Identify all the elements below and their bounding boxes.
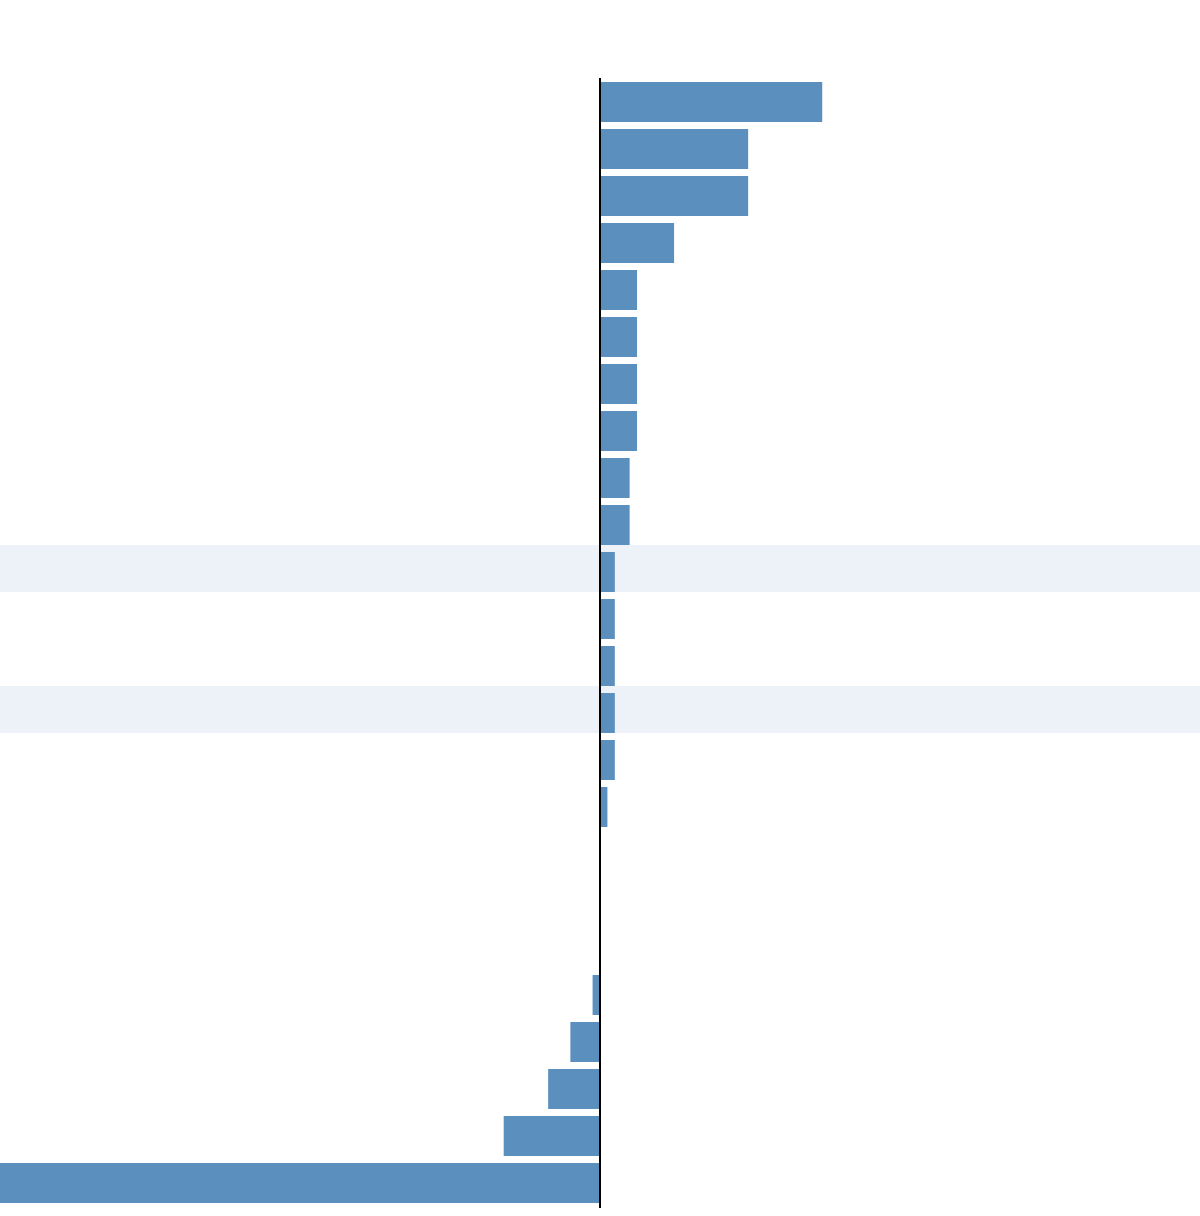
bar xyxy=(570,1022,600,1062)
bar xyxy=(600,693,615,733)
bar xyxy=(548,1069,600,1109)
bar xyxy=(600,599,615,639)
bar xyxy=(600,364,638,404)
bar xyxy=(600,82,823,122)
bar xyxy=(600,505,630,545)
bar xyxy=(600,458,630,498)
bar xyxy=(600,646,615,686)
bar xyxy=(600,270,638,310)
bar xyxy=(600,223,675,263)
bar xyxy=(600,317,638,357)
bar xyxy=(600,129,749,169)
bar xyxy=(592,975,600,1015)
bar xyxy=(0,1163,600,1203)
bar xyxy=(600,740,615,780)
bar xyxy=(600,411,638,451)
bar xyxy=(600,176,749,216)
bar xyxy=(503,1116,600,1156)
bar xyxy=(600,787,608,827)
bar xyxy=(600,552,615,592)
